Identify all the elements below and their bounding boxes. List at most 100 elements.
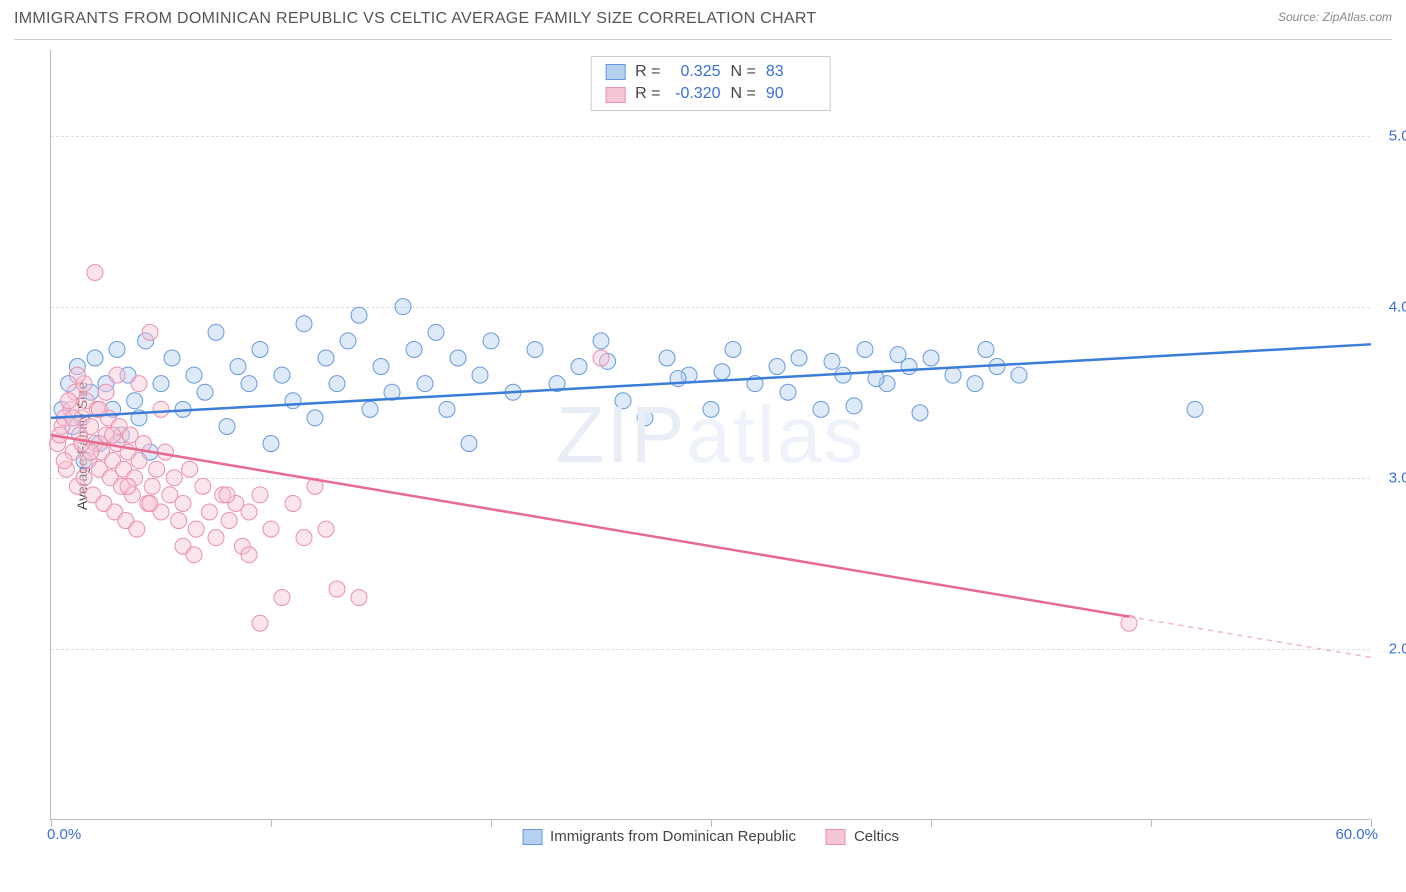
scatter-point-pink [195, 478, 211, 494]
scatter-point-blue [395, 299, 411, 315]
scatter-point-blue [1011, 367, 1027, 383]
scatter-point-blue [252, 341, 268, 357]
legend-label-blue: Immigrants from Dominican Republic [550, 828, 796, 845]
scatter-point-blue [780, 384, 796, 400]
scatter-point-blue [164, 350, 180, 366]
scatter-point-pink [201, 504, 217, 520]
scatter-point-blue [659, 350, 675, 366]
scatter-point-pink [74, 436, 90, 452]
scatter-point-blue [857, 341, 873, 357]
scatter-point-blue [791, 350, 807, 366]
scatter-point-blue [417, 376, 433, 392]
scatter-point-pink [175, 495, 191, 511]
legend-swatch-blue [605, 64, 625, 80]
x-tick [1151, 819, 1152, 827]
scatter-point-blue [593, 333, 609, 349]
legend-stats-row-2: R = -0.320 N = 90 [605, 83, 816, 105]
scatter-point-blue [340, 333, 356, 349]
legend-stats: R = 0.325 N = 83 R = -0.320 N = 90 [590, 56, 831, 111]
n-value-pink: 90 [766, 83, 816, 105]
scatter-point-blue [725, 341, 741, 357]
legend-item-blue: Immigrants from Dominican Republic [522, 828, 796, 845]
scatter-point-pink [166, 470, 182, 486]
y-tick-label: 3.00 [1389, 469, 1406, 486]
scatter-point-pink [105, 427, 121, 443]
scatter-point-blue [351, 307, 367, 323]
scatter-point-pink [69, 367, 85, 383]
scatter-point-blue [890, 347, 906, 363]
scatter-point-pink [83, 418, 99, 434]
scatter-point-blue [153, 376, 169, 392]
y-tick-label: 5.00 [1389, 127, 1406, 144]
scatter-point-pink [153, 401, 169, 417]
scatter-point-blue [571, 359, 587, 375]
scatter-point-blue [846, 398, 862, 414]
legend-swatch-pink [605, 87, 625, 103]
scatter-point-pink [208, 530, 224, 546]
scatter-point-blue [87, 350, 103, 366]
scatter-point-blue [450, 350, 466, 366]
scatter-point-pink [263, 521, 279, 537]
scatter-point-blue [329, 376, 345, 392]
r-value-pink: -0.320 [671, 83, 721, 105]
scatter-point-pink [285, 495, 301, 511]
r-value-blue: 0.325 [671, 61, 721, 83]
scatter-point-blue [483, 333, 499, 349]
r-label: R = [635, 83, 660, 105]
scatter-point-blue [186, 367, 202, 383]
scatter-point-blue [373, 359, 389, 375]
legend-item-pink: Celtics [826, 828, 899, 845]
scatter-point-pink [61, 393, 77, 409]
r-label: R = [635, 61, 660, 83]
x-tick [271, 819, 272, 827]
scatter-point-pink [329, 581, 345, 597]
legend-stats-row-1: R = 0.325 N = 83 [605, 61, 816, 83]
scatter-point-pink [1121, 615, 1137, 631]
x-tick [931, 819, 932, 827]
scatter-point-blue [527, 341, 543, 357]
scatter-point-pink [76, 470, 92, 486]
scatter-point-blue [923, 350, 939, 366]
y-tick-label: 2.00 [1389, 640, 1406, 657]
trend-line-pink [51, 435, 1129, 617]
scatter-point-blue [472, 367, 488, 383]
scatter-point-pink [171, 513, 187, 529]
scatter-point-blue [109, 341, 125, 357]
scatter-point-pink [219, 487, 235, 503]
scatter-point-pink [221, 513, 237, 529]
scatter-point-pink [241, 547, 257, 563]
scatter-point-pink [109, 367, 125, 383]
legend-swatch-blue-2 [522, 829, 542, 845]
scatter-point-blue [813, 401, 829, 417]
scatter-point-blue [912, 405, 928, 421]
scatter-svg [51, 50, 1370, 819]
scatter-point-blue [307, 410, 323, 426]
scatter-point-blue [197, 384, 213, 400]
x-max-label: 60.0% [1335, 826, 1378, 843]
scatter-point-pink [129, 521, 145, 537]
scatter-point-pink [252, 615, 268, 631]
scatter-point-pink [131, 453, 147, 469]
scatter-point-pink [188, 521, 204, 537]
scatter-point-pink [131, 376, 147, 392]
scatter-point-pink [318, 521, 334, 537]
scatter-point-pink [274, 590, 290, 606]
scatter-point-blue [362, 401, 378, 417]
legend-series: Immigrants from Dominican Republic Celti… [522, 828, 899, 845]
x-tick [711, 819, 712, 827]
x-tick [491, 819, 492, 827]
scatter-point-blue [274, 367, 290, 383]
scatter-point-blue [208, 324, 224, 340]
scatter-point-pink [144, 478, 160, 494]
scatter-point-pink [142, 324, 158, 340]
n-label: N = [731, 83, 756, 105]
scatter-point-pink [142, 495, 158, 511]
n-value-blue: 83 [766, 61, 816, 83]
plot-area: ZIPatlas 2.003.004.005.00 0.0% 60.0% R =… [50, 50, 1370, 820]
scatter-point-blue [703, 401, 719, 417]
scatter-point-pink [98, 384, 114, 400]
scatter-point-pink [593, 350, 609, 366]
scatter-point-blue [406, 341, 422, 357]
scatter-point-pink [149, 461, 165, 477]
scatter-point-blue [127, 393, 143, 409]
